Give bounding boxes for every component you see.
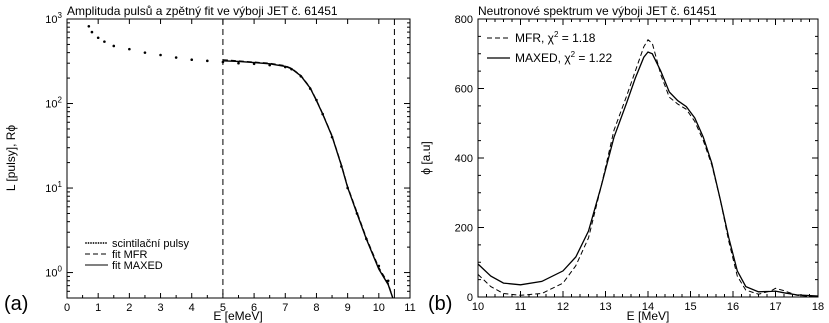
a-xtick-label: 10 — [373, 302, 385, 314]
a-data-point — [190, 58, 194, 61]
chart-a-vlines — [222, 19, 395, 298]
a-ytick-label: 103 — [45, 11, 62, 26]
a-data-point — [96, 36, 100, 40]
chart-a-series — [87, 24, 394, 299]
a-data-point — [143, 51, 147, 54]
a-legend-swatch-dot — [97, 242, 100, 244]
a-data-point — [112, 44, 116, 48]
a-series-mfr-line — [222, 59, 394, 299]
a-data-point — [159, 53, 162, 57]
b-xtick-label: 15 — [684, 301, 696, 313]
b-legend-label: MAXED, χ2 = 1.22 — [515, 50, 612, 65]
a-ytick-label: 100 — [45, 265, 62, 280]
a-legend-swatch-dot — [87, 242, 90, 244]
a-xtick-label: 5 — [220, 302, 226, 314]
a-legend-swatch-dot — [102, 242, 105, 244]
b-xtick-label: 13 — [599, 301, 611, 313]
a-legend-label: fit MFR — [112, 249, 147, 261]
b-legend-label: MFR, χ2 = 1.18 — [515, 30, 596, 45]
a-xtick-label: 8 — [313, 302, 319, 314]
a-data-point — [90, 30, 94, 34]
b-xtick-label: 12 — [557, 301, 569, 313]
a-data-point — [103, 40, 106, 43]
a-legend-swatch-dot — [92, 242, 95, 244]
b-xtick-label: 14 — [642, 301, 654, 313]
chart-a-ticks: 0 1 2 3 4 5 6 7 8 9 10 11 100 101 102 103 — [45, 11, 415, 314]
chart-b-title: Neutronové spektrum ve výboji JET č. 614… — [478, 4, 717, 18]
a-legend-swatch-dot — [85, 242, 87, 244]
a-data-point — [174, 56, 178, 59]
chart-b-legend: MFR, χ2 = 1.18 MAXED, χ2 = 1.22 — [487, 30, 612, 65]
chart-b-series — [477, 39, 819, 298]
panel-label-a: (a) — [4, 293, 28, 315]
chart-b-xlabel: E [MeV] — [627, 309, 670, 323]
b-ytick-label: 600 — [455, 84, 473, 96]
a-legend-swatch-dot — [95, 242, 97, 244]
a-xtick-label: 4 — [189, 302, 195, 314]
a-xtick-label: 1 — [95, 302, 101, 314]
a-legend-swatch-dot — [90, 242, 92, 244]
a-xtick-label: 11 — [404, 302, 415, 314]
b-series-maxed-line — [477, 51, 819, 297]
b-xtick-label: 16 — [727, 301, 739, 313]
a-legend-swatch-dot — [105, 242, 107, 244]
a-legend-label: fit MAXED — [112, 260, 163, 272]
b-ytick-label: 400 — [455, 153, 473, 165]
chart-b-ylabel: ϕ [a.u] — [419, 141, 433, 174]
chart-a-ylabel: L [pulsy], Rϕ — [4, 125, 18, 192]
a-data-point — [206, 59, 209, 63]
a-legend-swatch-dot — [100, 242, 102, 244]
chart-b-ticks: 10 11 12 13 14 15 16 17 18 0 200 400 600 800 — [455, 14, 824, 313]
b-xtick-label: 17 — [769, 301, 781, 313]
a-xtick-label: 0 — [64, 302, 70, 314]
a-xtick-label: 7 — [282, 302, 288, 314]
a-data-point — [128, 47, 131, 51]
a-ytick-label: 102 — [45, 96, 62, 111]
chart-a-xlabel: E [eMeV] — [213, 309, 262, 323]
panel-label-b: (b) — [428, 293, 452, 315]
a-data-point — [87, 24, 91, 28]
b-xtick-label: 10 — [472, 301, 484, 313]
a-xtick-label: 6 — [251, 302, 257, 314]
a-series-maxed-line — [222, 60, 394, 299]
a-xtick-label: 3 — [157, 302, 163, 314]
b-xtick-label: 11 — [515, 301, 526, 313]
b-ytick-label: 0 — [467, 292, 473, 304]
a-ytick-label: 101 — [45, 180, 62, 195]
panel-a: Amplituda pulsů a zpětný fit ve výboji J… — [4, 4, 416, 323]
a-xtick-label: 9 — [345, 302, 351, 314]
panel-b: Neutronové spektrum ve výboji JET č. 614… — [419, 4, 824, 323]
chart-a-title: Amplituda pulsů a zpětný fit ve výboji J… — [67, 4, 338, 18]
b-ytick-label: 800 — [455, 14, 473, 26]
a-legend-label: scintilační pulsy — [112, 238, 190, 250]
a-xtick-label: 2 — [126, 302, 132, 314]
b-xtick-label: 18 — [812, 301, 824, 313]
b-series-mfr-line — [477, 39, 819, 298]
a-data-point — [237, 61, 240, 65]
b-ytick-label: 200 — [455, 223, 473, 235]
